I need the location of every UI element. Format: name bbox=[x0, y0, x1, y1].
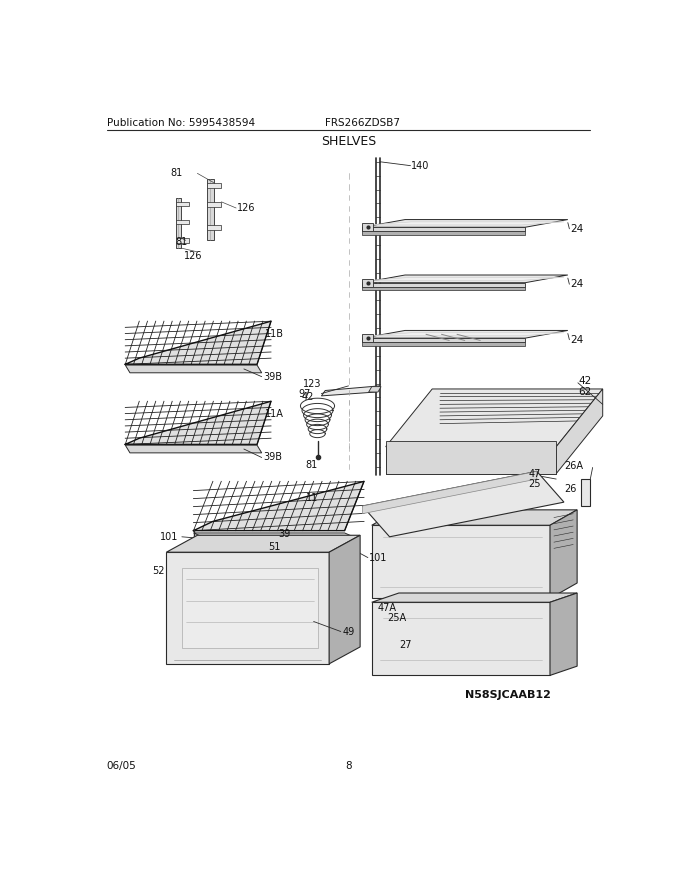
Polygon shape bbox=[362, 472, 564, 537]
Polygon shape bbox=[369, 386, 381, 392]
Polygon shape bbox=[207, 182, 222, 188]
Polygon shape bbox=[125, 445, 262, 453]
Text: 81: 81 bbox=[170, 168, 182, 179]
Text: 42: 42 bbox=[579, 377, 592, 386]
Polygon shape bbox=[369, 333, 564, 336]
Text: 97: 97 bbox=[298, 389, 311, 400]
Text: 123: 123 bbox=[303, 379, 322, 389]
Polygon shape bbox=[167, 535, 360, 553]
Text: 47: 47 bbox=[528, 469, 541, 479]
Polygon shape bbox=[550, 510, 577, 598]
Text: 42: 42 bbox=[301, 392, 313, 401]
Polygon shape bbox=[369, 277, 564, 281]
Text: 81: 81 bbox=[306, 460, 318, 470]
Polygon shape bbox=[125, 401, 271, 444]
Polygon shape bbox=[362, 472, 537, 514]
Polygon shape bbox=[386, 389, 602, 447]
Polygon shape bbox=[125, 365, 262, 373]
Polygon shape bbox=[207, 202, 222, 207]
Text: 06/05: 06/05 bbox=[107, 761, 137, 771]
Polygon shape bbox=[362, 342, 525, 346]
Text: 62: 62 bbox=[579, 387, 592, 397]
Text: 126: 126 bbox=[184, 251, 203, 260]
Text: 24: 24 bbox=[570, 224, 583, 234]
Text: N58SJCAAB12: N58SJCAAB12 bbox=[464, 690, 551, 700]
Text: 8: 8 bbox=[345, 761, 352, 771]
Text: 39B: 39B bbox=[263, 371, 282, 382]
Text: 26A: 26A bbox=[564, 461, 583, 471]
Text: 27: 27 bbox=[399, 640, 411, 649]
Polygon shape bbox=[194, 545, 345, 551]
Text: 11: 11 bbox=[306, 494, 318, 503]
Polygon shape bbox=[194, 481, 364, 531]
Polygon shape bbox=[372, 510, 577, 525]
Text: 11B: 11B bbox=[265, 328, 284, 339]
Polygon shape bbox=[322, 385, 379, 396]
Polygon shape bbox=[182, 568, 318, 649]
Text: 24: 24 bbox=[570, 334, 583, 345]
Text: 25A: 25A bbox=[387, 612, 407, 623]
Text: FRS266ZDSB7: FRS266ZDSB7 bbox=[325, 118, 401, 128]
Polygon shape bbox=[372, 593, 577, 602]
Text: 81: 81 bbox=[175, 237, 188, 247]
Text: SHELVES: SHELVES bbox=[321, 135, 376, 148]
Text: 49: 49 bbox=[342, 627, 354, 636]
Polygon shape bbox=[362, 231, 525, 235]
Polygon shape bbox=[581, 479, 590, 506]
Polygon shape bbox=[386, 441, 556, 473]
Polygon shape bbox=[125, 321, 271, 364]
Polygon shape bbox=[176, 238, 189, 243]
Text: Publication No: 5995438594: Publication No: 5995438594 bbox=[107, 118, 255, 128]
Text: 11A: 11A bbox=[265, 408, 284, 419]
Polygon shape bbox=[369, 222, 564, 225]
Polygon shape bbox=[167, 553, 329, 664]
Polygon shape bbox=[329, 535, 360, 664]
Text: 47A: 47A bbox=[377, 603, 396, 612]
Polygon shape bbox=[386, 447, 556, 473]
Text: 26: 26 bbox=[564, 484, 577, 494]
Text: 25: 25 bbox=[528, 480, 541, 489]
Text: 51: 51 bbox=[269, 542, 281, 552]
Polygon shape bbox=[176, 202, 189, 207]
Polygon shape bbox=[556, 389, 602, 473]
Polygon shape bbox=[362, 334, 373, 342]
Polygon shape bbox=[362, 287, 525, 290]
Polygon shape bbox=[207, 225, 222, 231]
Polygon shape bbox=[176, 219, 189, 224]
Text: 126: 126 bbox=[237, 203, 256, 213]
Polygon shape bbox=[362, 279, 373, 287]
Text: 140: 140 bbox=[411, 161, 430, 171]
Polygon shape bbox=[372, 602, 550, 676]
Polygon shape bbox=[372, 525, 550, 598]
Polygon shape bbox=[362, 338, 525, 342]
Polygon shape bbox=[362, 224, 373, 231]
Text: 101: 101 bbox=[369, 553, 388, 562]
Text: 39: 39 bbox=[279, 530, 291, 539]
Polygon shape bbox=[362, 282, 525, 287]
Text: 52: 52 bbox=[152, 567, 165, 576]
Polygon shape bbox=[362, 275, 568, 282]
Polygon shape bbox=[176, 198, 181, 248]
Text: 24: 24 bbox=[570, 279, 583, 290]
Polygon shape bbox=[362, 227, 525, 231]
Text: 101: 101 bbox=[160, 532, 179, 542]
Polygon shape bbox=[207, 179, 214, 240]
Polygon shape bbox=[362, 219, 568, 227]
Polygon shape bbox=[362, 330, 568, 338]
Polygon shape bbox=[194, 533, 358, 539]
Polygon shape bbox=[550, 593, 577, 676]
Text: 39B: 39B bbox=[263, 452, 282, 463]
